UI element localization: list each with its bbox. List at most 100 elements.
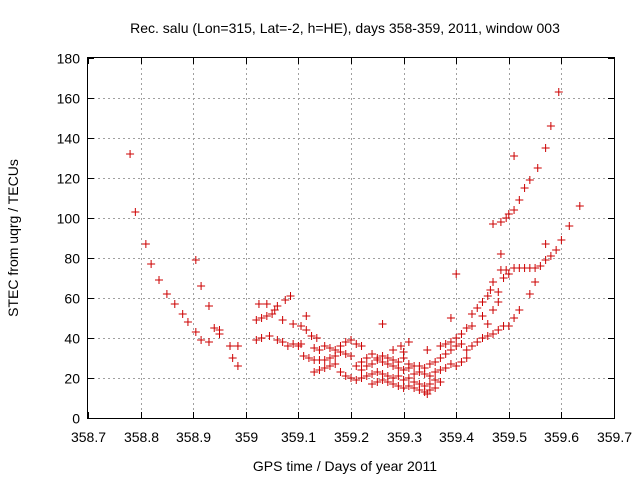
data-point [431, 376, 440, 384]
data-point [494, 326, 503, 334]
data-points [126, 88, 584, 398]
data-point [283, 342, 292, 350]
data-point [473, 338, 482, 346]
data-point [278, 338, 287, 346]
data-point [325, 344, 334, 352]
data-point [299, 352, 308, 360]
y-tick-label: 0 [72, 411, 80, 427]
data-point [147, 260, 156, 268]
x-tick-label: 358.7 [71, 429, 106, 445]
data-point [483, 320, 492, 328]
data-point [399, 348, 408, 356]
data-point [389, 374, 398, 382]
data-point [467, 310, 476, 318]
data-point [265, 332, 274, 340]
data-point [331, 346, 340, 354]
data-point [557, 236, 566, 244]
data-point [467, 322, 476, 330]
data-point [394, 358, 403, 366]
data-point [452, 334, 461, 342]
data-point [378, 320, 387, 328]
data-point [478, 334, 487, 342]
data-point [252, 336, 261, 344]
data-point [467, 342, 476, 350]
y-tick-label: 40 [64, 331, 80, 347]
data-point [233, 362, 242, 370]
data-point [496, 218, 505, 226]
x-tick-label: 359.3 [387, 429, 422, 445]
data-point [233, 342, 242, 350]
data-point [336, 342, 345, 350]
data-point [436, 342, 445, 350]
data-point [383, 354, 392, 362]
data-point [257, 314, 266, 322]
data-point [273, 336, 282, 344]
data-point [462, 354, 471, 362]
x-tick-label: 359.4 [439, 429, 474, 445]
data-point [278, 316, 287, 324]
data-point [575, 202, 584, 210]
data-point [457, 358, 466, 366]
data-point [357, 366, 366, 374]
data-point [302, 312, 311, 320]
data-point [310, 368, 319, 376]
data-point [178, 310, 187, 318]
data-point [489, 330, 498, 338]
x-tick-label: 359.5 [492, 429, 527, 445]
y-tick-label: 100 [57, 211, 81, 227]
data-point [483, 292, 492, 300]
data-point [304, 354, 313, 362]
data-point [404, 338, 413, 346]
data-point [368, 360, 377, 368]
data-point [126, 150, 135, 158]
data-point [170, 300, 179, 308]
data-point [191, 328, 200, 336]
data-point [228, 354, 237, 362]
data-point [478, 298, 487, 306]
data-point [131, 208, 140, 216]
data-point [473, 304, 482, 312]
plot-frame [87, 57, 615, 419]
data-point [204, 302, 213, 310]
x-tick-label: 358.8 [124, 429, 159, 445]
data-point [310, 344, 319, 352]
data-point [425, 380, 434, 388]
data-point [352, 340, 361, 348]
data-point [425, 372, 434, 380]
data-point [431, 368, 440, 376]
data-point [504, 270, 513, 278]
data-point [554, 88, 563, 96]
data-point [410, 378, 419, 386]
x-axis-ticks: 358.7 358.8 358.9 359 359.1 359.2 359.3 359.4 35… [71, 58, 632, 445]
data-point [489, 220, 498, 228]
data-point [499, 274, 508, 282]
data-point [262, 312, 271, 320]
y-tick-label: 140 [57, 131, 81, 147]
data-point [489, 278, 498, 286]
data-point [215, 326, 224, 334]
data-point [457, 330, 466, 338]
data-point [357, 342, 366, 350]
data-point [197, 336, 206, 344]
data-point [312, 334, 321, 342]
data-point [565, 222, 574, 230]
y-tick-label: 180 [57, 51, 81, 67]
data-point [515, 306, 524, 314]
data-point [389, 356, 398, 364]
x-tick-label: 359.6 [544, 429, 579, 445]
y-tick-label: 80 [64, 251, 80, 267]
data-point [286, 292, 295, 300]
data-point [257, 334, 266, 342]
data-point [452, 362, 461, 370]
data-point [404, 364, 413, 372]
data-point [368, 380, 377, 388]
data-point [510, 206, 519, 214]
data-point [289, 340, 298, 348]
x-axis-title: GPS time / Days of year 2011 [253, 458, 437, 474]
data-point [347, 352, 355, 360]
data-point [486, 286, 495, 294]
data-point [373, 368, 382, 376]
data-point [162, 290, 171, 298]
data-point [462, 346, 471, 354]
data-point [404, 374, 413, 382]
